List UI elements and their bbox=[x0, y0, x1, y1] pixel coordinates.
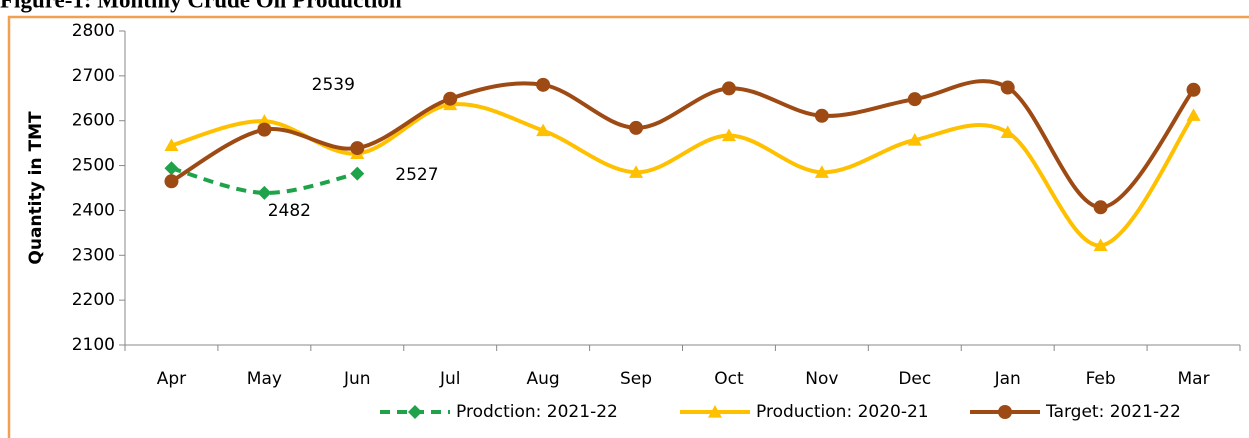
data-point bbox=[443, 91, 458, 106]
x-tick-label: Oct bbox=[714, 369, 744, 389]
data-point bbox=[1093, 200, 1108, 215]
data-point bbox=[721, 128, 736, 142]
series-line bbox=[170, 79, 1196, 210]
x-tick-label: May bbox=[247, 369, 282, 389]
annotation: 2482 bbox=[268, 201, 311, 221]
y-tick-label: 2800 bbox=[72, 21, 115, 41]
y-tick-label: 2700 bbox=[72, 66, 115, 86]
data-point bbox=[164, 161, 179, 176]
y-tick-label: 2100 bbox=[72, 335, 115, 355]
y-tick-label: 2300 bbox=[72, 245, 115, 265]
x-tick-label: Dec bbox=[898, 369, 931, 389]
x-tick-label: Aug bbox=[527, 369, 560, 389]
x-tick-label: Nov bbox=[805, 369, 838, 389]
legend-label: Prodction: 2021-22 bbox=[456, 402, 618, 422]
data-point bbox=[1186, 108, 1201, 121]
annotation: 2527 bbox=[395, 165, 438, 185]
x-tick-label: Jan bbox=[994, 369, 1021, 389]
series-line bbox=[170, 102, 1196, 248]
annotation: 2539 bbox=[312, 75, 355, 95]
data-point bbox=[814, 108, 829, 123]
y-tick-label: 2400 bbox=[72, 200, 115, 220]
x-tick-label: Sep bbox=[620, 369, 652, 389]
x-tick-label: Mar bbox=[1178, 369, 1210, 389]
legend-label: Production: 2020-21 bbox=[756, 402, 929, 422]
data-point bbox=[536, 77, 551, 92]
data-point bbox=[350, 141, 365, 156]
x-tick-label: Jul bbox=[439, 369, 461, 389]
data-point bbox=[536, 123, 551, 137]
x-tick-label: Feb bbox=[1086, 369, 1116, 389]
data-point bbox=[1000, 80, 1015, 95]
data-point bbox=[629, 165, 644, 178]
legend-marker bbox=[998, 405, 1012, 419]
x-tick-label: Jun bbox=[343, 369, 371, 389]
data-point bbox=[1000, 125, 1015, 138]
data-point bbox=[257, 185, 272, 200]
y-tick-label: 2500 bbox=[72, 156, 115, 176]
data-point bbox=[907, 92, 922, 107]
legend-label: Target: 2021-22 bbox=[1045, 402, 1181, 422]
y-axis-label: Quantity in TMT bbox=[26, 111, 46, 265]
y-tick-label: 2200 bbox=[72, 290, 115, 310]
x-tick-label: Apr bbox=[157, 369, 186, 389]
data-point bbox=[1093, 238, 1108, 252]
data-point bbox=[350, 166, 365, 181]
data-point bbox=[721, 81, 736, 96]
data-point bbox=[629, 120, 644, 135]
data-point bbox=[257, 122, 272, 137]
data-point bbox=[164, 138, 179, 151]
data-point bbox=[907, 133, 922, 146]
y-tick-label: 2600 bbox=[72, 111, 115, 131]
data-point bbox=[814, 165, 829, 178]
data-point bbox=[1186, 82, 1201, 97]
frame bbox=[7, 15, 1249, 438]
chart-title: Figure-1: Monthly Crude Oil Production bbox=[0, 0, 402, 12]
legend-marker bbox=[408, 405, 422, 419]
legend-marker bbox=[708, 405, 722, 418]
data-point bbox=[257, 114, 272, 127]
series-line bbox=[170, 166, 358, 195]
data-point bbox=[164, 174, 179, 189]
